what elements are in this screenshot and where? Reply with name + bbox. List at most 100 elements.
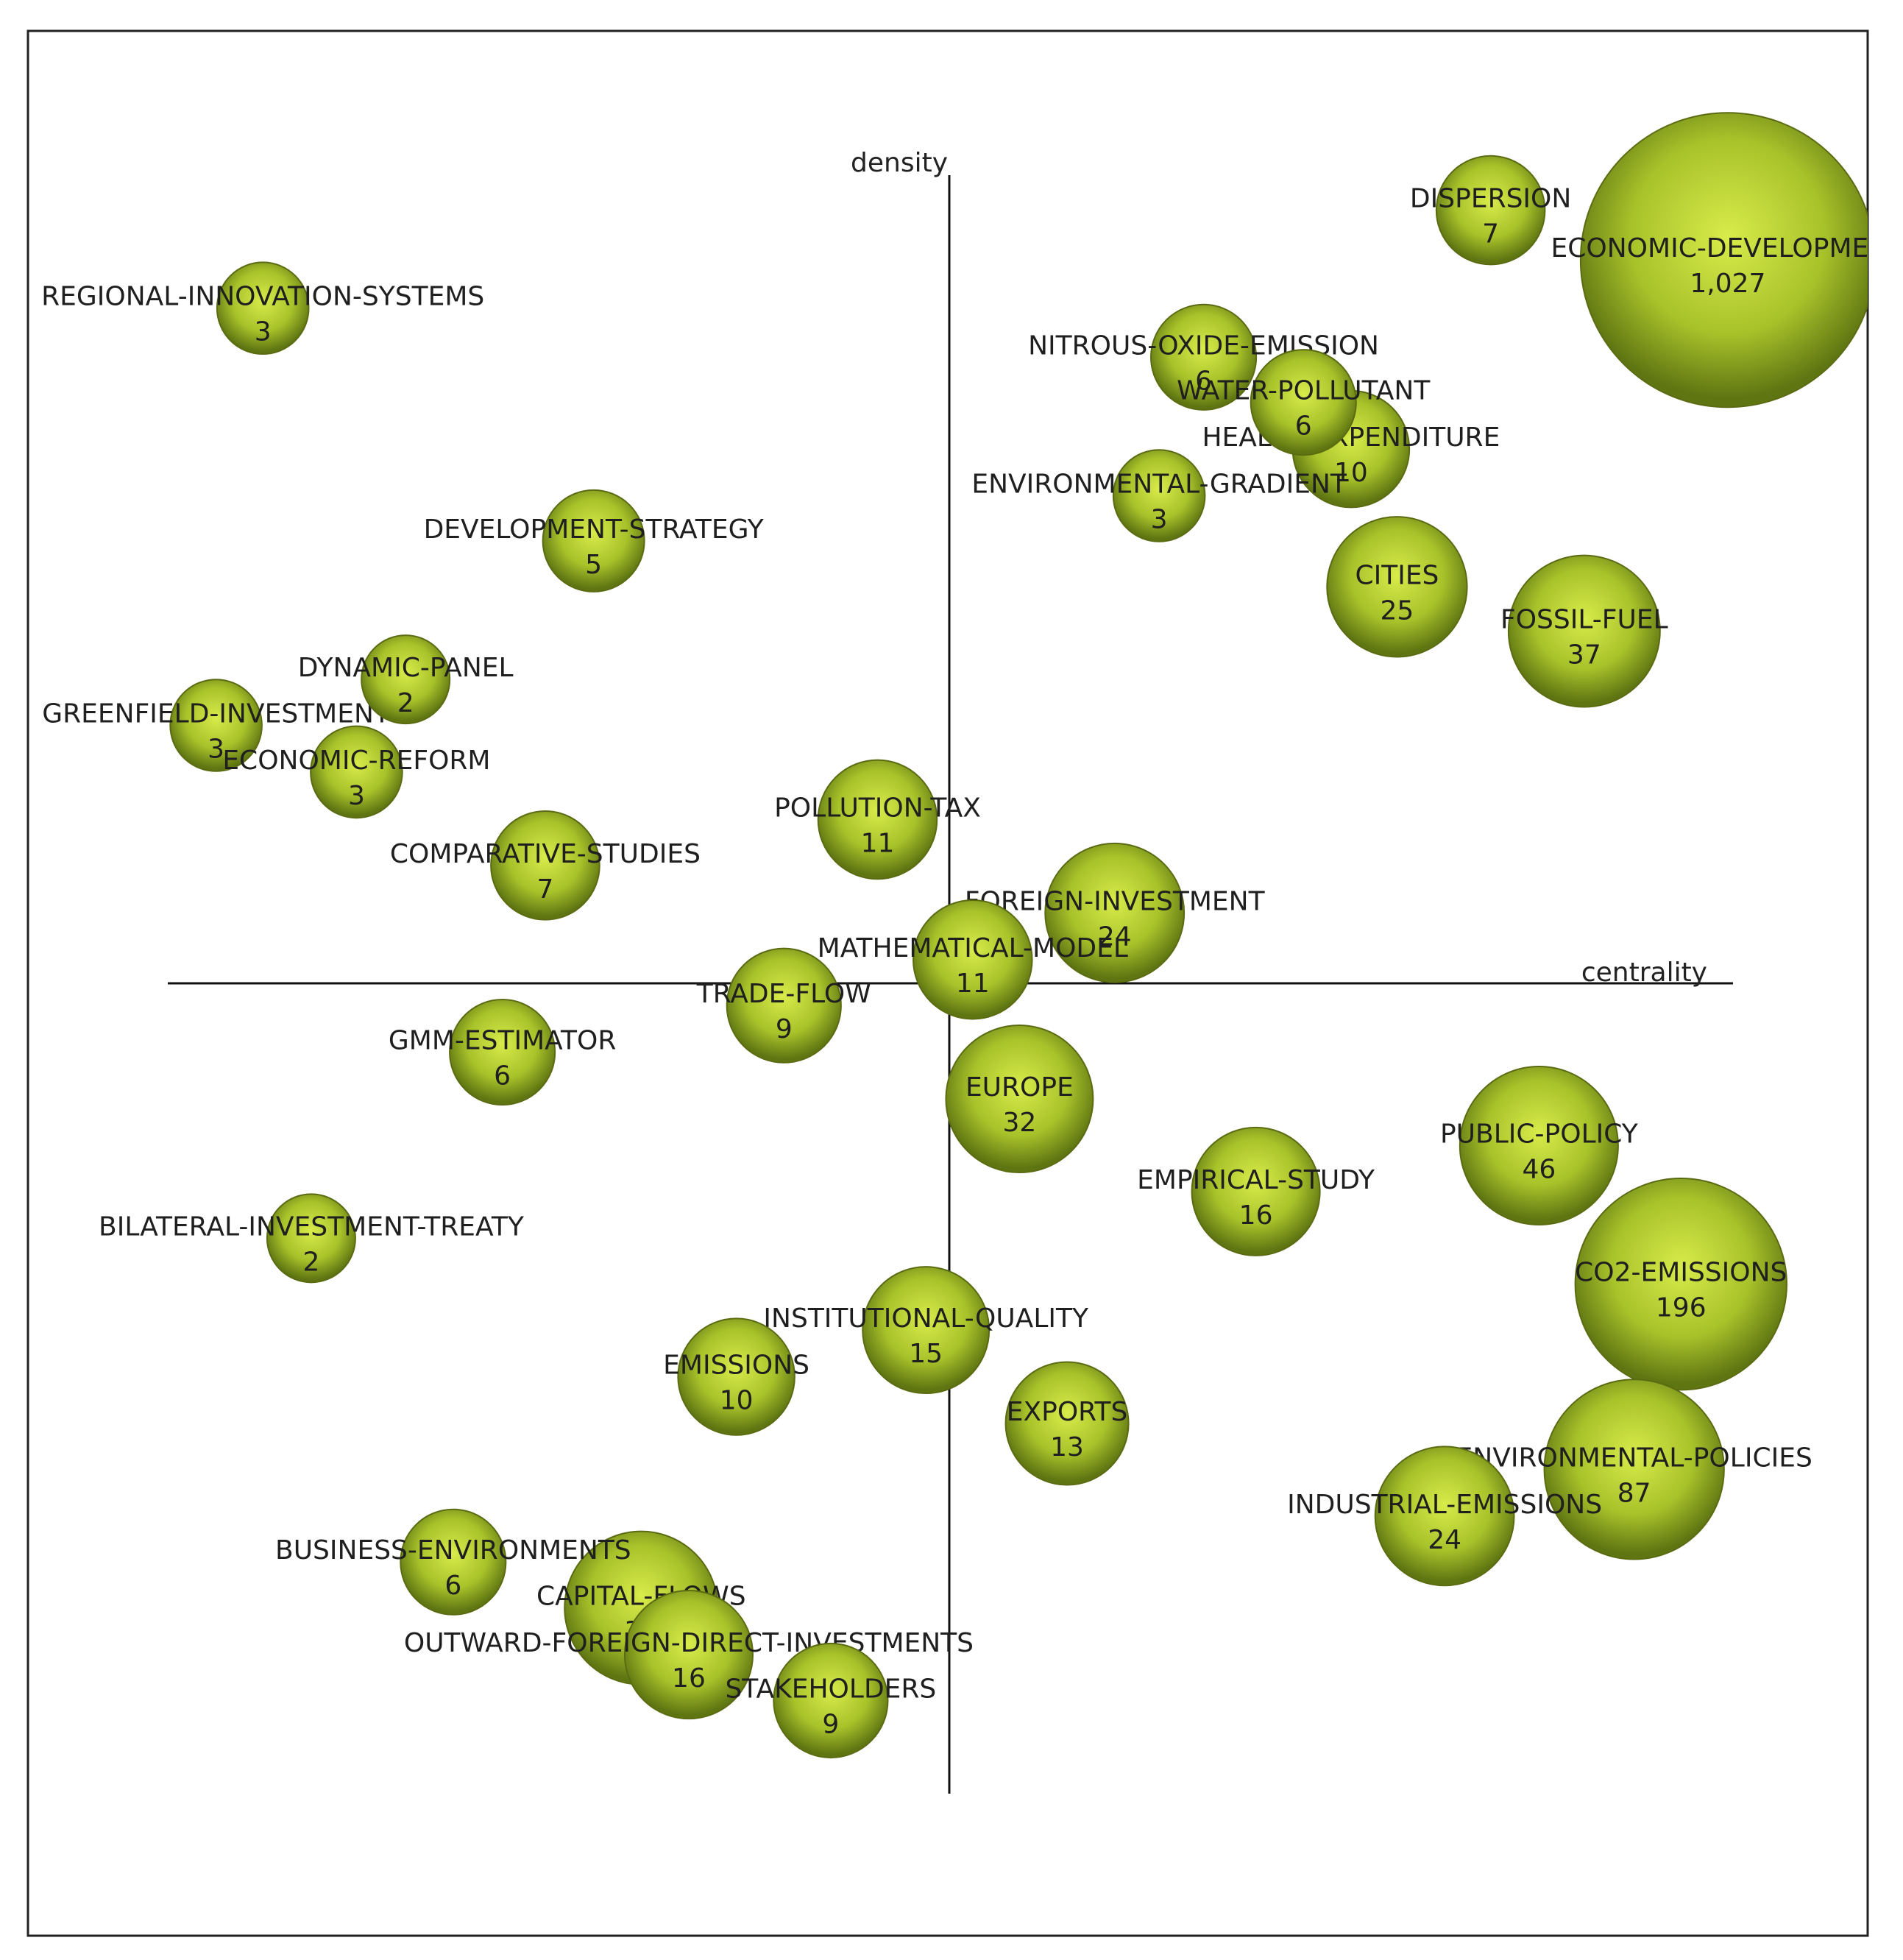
bubble-label: WATER-POLLUTANT — [1177, 376, 1431, 406]
bubble-label: STAKEHOLDERS — [725, 1674, 936, 1704]
bubble-node: ECONOMIC-DEVELOPMENT 1,027 — [1551, 112, 1868, 408]
bubble-node: ECONOMIC-REFORM 3 — [222, 725, 490, 819]
bubble-circle — [817, 759, 938, 880]
bubble-count: 9 — [776, 1014, 793, 1044]
bubble-circle — [310, 725, 403, 819]
bubble-count: 10 — [720, 1386, 754, 1416]
bubble-node: EXPORTS 13 — [1004, 1361, 1130, 1486]
bubble-label: EMISSIONS — [663, 1351, 809, 1381]
bubble-label: DYNAMIC-PANEL — [298, 653, 514, 683]
bubble-circle — [1004, 1361, 1130, 1486]
bubble-circle — [1435, 155, 1546, 266]
y-axis-label: density — [851, 148, 948, 178]
bubble-count: 11 — [861, 828, 895, 858]
bubble-count: 3 — [1151, 505, 1168, 535]
bubble-node: EMISSIONS 10 — [663, 1317, 809, 1436]
bubble-count: 2 — [397, 688, 414, 718]
bubble-label: HEALTH-EXPENDITURE — [1202, 422, 1500, 453]
bubble-label: ECONOMIC-REFORM — [222, 746, 490, 776]
bubble-count: 10 — [1334, 458, 1368, 488]
bubble-count: 3 — [255, 317, 272, 347]
bubble-count: 7 — [536, 874, 553, 905]
bubble-count: 196 — [1656, 1293, 1707, 1323]
bubble-count: 7 — [1482, 219, 1499, 250]
bubble-label: INDUSTRIAL-EMISSIONS — [1287, 1490, 1602, 1520]
bubble-circle — [677, 1317, 795, 1436]
bubble-count: 15 — [909, 1339, 943, 1369]
bubble-node: DYNAMIC-PANEL 2 — [298, 634, 514, 725]
bubble-node: BILATERAL-INVESTMENT-TREATY 2 — [99, 1193, 525, 1284]
bubble-circle — [945, 1025, 1094, 1174]
bubble-node: GREENFIELD-INVESTMENT 3 — [42, 679, 391, 772]
bubble-label: PUBLIC-POLICY — [1440, 1119, 1639, 1149]
bubble-node: PUBLIC-POLICY 46 — [1440, 1065, 1639, 1226]
bubble-circle — [361, 634, 451, 725]
bubble-circle — [1459, 1065, 1619, 1226]
bubble-count: 1,027 — [1690, 269, 1765, 299]
bubble-circle — [1579, 112, 1868, 408]
bubble-count: 2 — [302, 1247, 319, 1277]
bubble-label: DISPERSION — [1410, 184, 1571, 214]
bubble-count: 16 — [672, 1663, 706, 1694]
bubble-label: BILATERAL-INVESTMENT-TREATY — [99, 1211, 525, 1242]
bubble-label: EMPIRICAL-STUDY — [1137, 1165, 1375, 1195]
bubble-circle — [726, 947, 842, 1064]
bubble-circle — [266, 1193, 356, 1284]
bubble-count: 13 — [1050, 1432, 1084, 1462]
bubble-count: 24 — [1428, 1525, 1461, 1555]
bubble-label: ENVIRONMENTAL-GRADIENT — [971, 470, 1347, 500]
bubble-count: 37 — [1567, 640, 1601, 671]
bubble-circle — [1543, 1379, 1725, 1560]
bubble-count: 11 — [956, 969, 990, 999]
bubble-label: OUTWARD-FOREIGN-DIRECT-INVESTMENTS — [404, 1628, 974, 1658]
bubble-circle — [862, 1266, 991, 1395]
bubble-count: 46 — [1522, 1154, 1556, 1184]
bubble-label: TRADE-FLOW — [696, 979, 871, 1009]
bubble-circle — [542, 489, 645, 592]
bubble-count: 16 — [1239, 1200, 1273, 1231]
bubble-label: DEVELOPMENT-STRATEGY — [424, 514, 765, 545]
bubble-circle — [1044, 842, 1186, 983]
bubble-count: 32 — [1002, 1108, 1036, 1138]
bubble-count: 87 — [1617, 1478, 1651, 1508]
bubble-count: 5 — [585, 550, 602, 580]
bubble-node: REGIONAL-INNOVATION-SYSTEMS 3 — [41, 261, 484, 355]
bubble-circle — [216, 261, 310, 355]
bubble-node: INDUSTRIAL-EMISSIONS 24 — [1287, 1446, 1602, 1587]
bubble-circle — [1574, 1178, 1787, 1391]
bubble-circle — [623, 1590, 754, 1720]
bubble-label: POLLUTION-TAX — [774, 793, 981, 823]
bubble-label: BUSINESS-ENVIRONMENTS — [275, 1535, 631, 1565]
bubble-label: INSTITUTIONAL-QUALITY — [763, 1303, 1089, 1334]
bubble-node: CITIES 25 — [1326, 516, 1468, 658]
bubble-label: FOSSIL-FUEL — [1500, 605, 1668, 635]
bubble-circle — [1191, 1126, 1321, 1256]
bubble-circle — [1374, 1446, 1515, 1587]
bubble-count: 25 — [1381, 595, 1414, 626]
bubble-circle — [490, 810, 600, 921]
bubble-circle — [1326, 516, 1468, 658]
bubble-node: BUSINESS-ENVIRONMENTS 6 — [275, 1508, 631, 1616]
bubble-node: ENVIRONMENTAL-POLICIES 87 — [1456, 1379, 1812, 1560]
bubble-node: FOREIGN-INVESTMENT 24 — [965, 842, 1266, 983]
bubble-circle — [1250, 349, 1357, 456]
bubble-circle — [400, 1508, 507, 1616]
bubble-node: FOSSIL-FUEL 37 — [1500, 554, 1668, 708]
x-axis-label: centrality — [1581, 958, 1707, 988]
bubble-node: POLLUTION-TAX 11 — [774, 759, 981, 880]
bubble-node: CO2-EMISSIONS 196 — [1574, 1178, 1787, 1391]
bubble-node: COMPARATIVE-STUDIES 7 — [390, 810, 701, 921]
bubble-node: DEVELOPMENT-STRATEGY 5 — [424, 489, 765, 592]
bubble-count: 3 — [348, 781, 365, 811]
bubble-circle — [773, 1642, 889, 1759]
bubble-label: REGIONAL-INNOVATION-SYSTEMS — [41, 282, 484, 312]
bubble-count: 6 — [1195, 366, 1212, 396]
bubble-node: EMPIRICAL-STUDY 16 — [1137, 1126, 1375, 1256]
bubble-count: 6 — [444, 1571, 461, 1601]
bubble-count: 3 — [208, 735, 224, 765]
bubble-circle — [1507, 554, 1661, 708]
